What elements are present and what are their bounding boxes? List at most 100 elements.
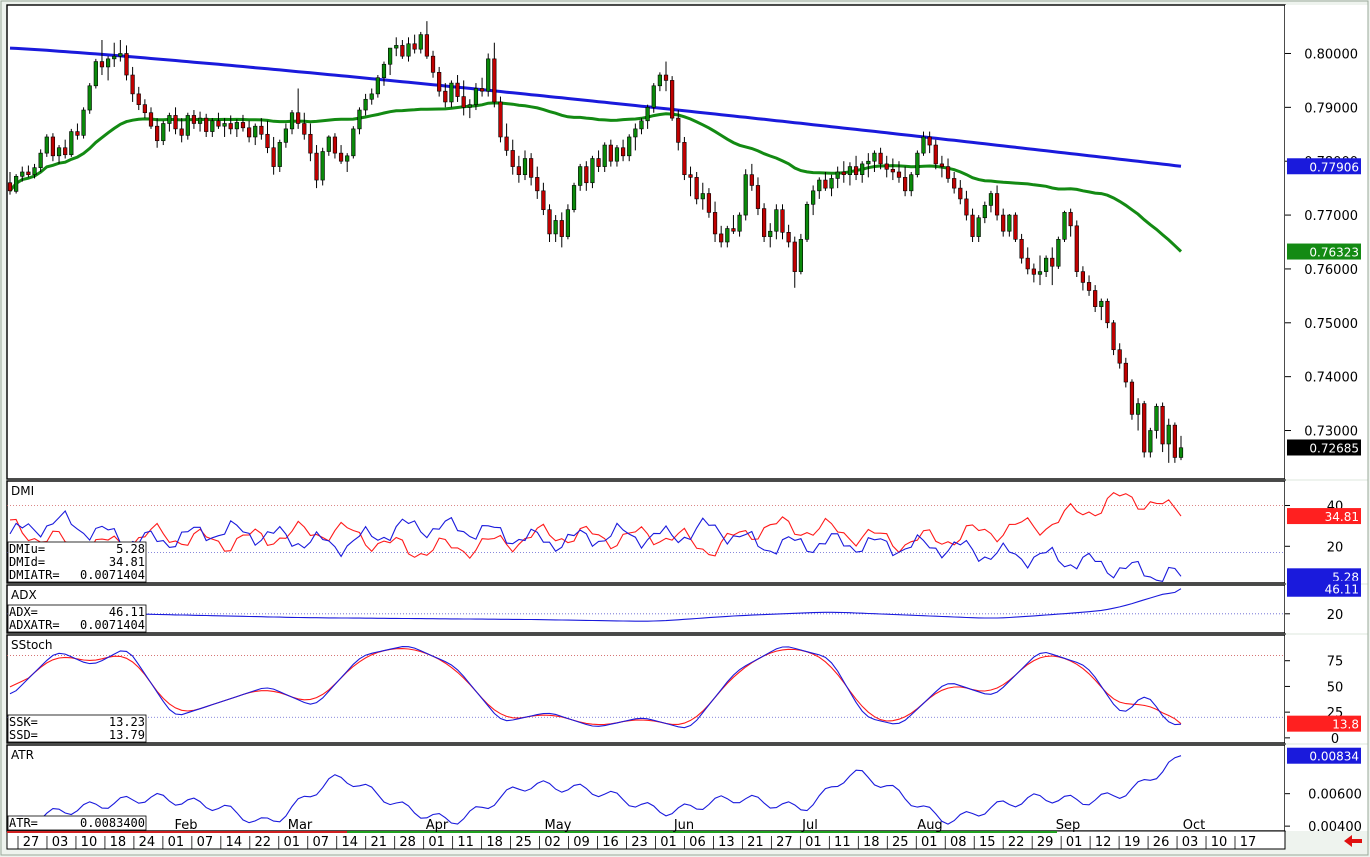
candle [743,169,748,221]
candle [651,83,656,113]
candle [314,145,319,189]
candle-body [418,34,423,50]
candle-body [105,58,111,68]
candle-body [596,158,601,167]
candle-body [1105,300,1110,324]
candle [1037,255,1043,286]
candle-body [167,115,172,124]
atr-readout: ATR= 0.0083400 [7,815,147,831]
dmi-readout-name: DMIu= [9,542,45,556]
candle-body [14,175,19,192]
stoch-readout-name: SSK= [9,715,38,729]
candle-body [927,136,932,146]
candle [780,204,785,240]
candle [1148,427,1153,458]
candle-body [676,117,681,143]
candle-body [909,174,914,192]
ma-slow-badge: 0.77906 [1287,158,1361,175]
adx-panel [6,584,1286,634]
candle-body [608,144,613,162]
candle-body [1056,239,1061,267]
candle [676,110,681,151]
dmi-readout-value: 34.81 [109,555,145,569]
candle [688,166,693,197]
candle [976,215,981,242]
candle-body [719,233,724,243]
x-tick-label: 24 [139,835,156,850]
candle-body [467,104,472,108]
arrow-left-icon[interactable] [1344,835,1362,847]
candle [578,163,583,191]
candle [547,204,552,242]
candle [388,47,393,76]
stoch-badge-text: 13.8 [1332,718,1359,732]
candle-body [148,112,154,127]
candle-body [1166,424,1171,445]
candle-body [1178,447,1184,458]
candle [614,145,620,167]
ma-fast-badge: 0.76323 [1287,243,1361,260]
price-tick-label: 0.76000 [1304,263,1358,278]
candle-body [1019,239,1024,259]
candle [345,153,350,172]
dmi-plus-line [9,510,1182,583]
candle [1013,212,1018,242]
candles [7,21,1184,463]
candle [645,104,650,129]
candle-body [406,43,411,57]
candle-body [970,214,975,237]
adx-readout-value: 0.0071404 [80,618,145,632]
candle-body [56,147,62,157]
candle [63,139,68,159]
x-tick-label: 03 [1182,835,1199,850]
candle [823,171,828,191]
adx-tick-label: 20 [1327,608,1344,623]
candle-body [130,74,135,95]
candle [761,203,767,242]
price-tick-label: 0.73000 [1304,425,1358,440]
dmi-title: DMI [11,484,34,498]
candle [289,110,295,135]
candle-body [381,63,387,79]
x-tick-label: 02 [544,835,561,850]
candle-body [69,131,74,156]
candle-body [197,117,203,124]
candle-body [1111,322,1116,351]
candle-body [234,122,239,130]
candle-body [737,214,742,232]
candle [375,75,380,98]
candle-body [798,239,803,272]
stoch-readout-value: 13.79 [109,728,145,742]
candle [1080,266,1086,291]
candle [939,155,944,178]
candle-body [939,163,944,167]
candle [118,40,123,62]
candle [890,158,895,181]
candle [240,114,246,132]
candle [173,107,178,135]
dmi-minus-badge: 34.81 [1287,508,1361,525]
candle [406,37,411,62]
candle [1154,403,1159,439]
candle-body [1037,271,1043,275]
candle [1093,285,1098,313]
candle [1111,320,1116,356]
candle [627,134,632,162]
candle [884,155,889,178]
dmi-minus-line [9,492,1182,560]
candle-body [860,163,865,175]
stoch-title: SStoch [11,638,52,652]
candle [768,223,773,248]
candle [694,171,699,205]
candle-body [890,168,895,173]
price-tick-label: 0.75000 [1304,317,1358,332]
candle [896,161,902,183]
candle [253,123,258,146]
candle-body [786,232,791,243]
candle-body [657,74,662,87]
